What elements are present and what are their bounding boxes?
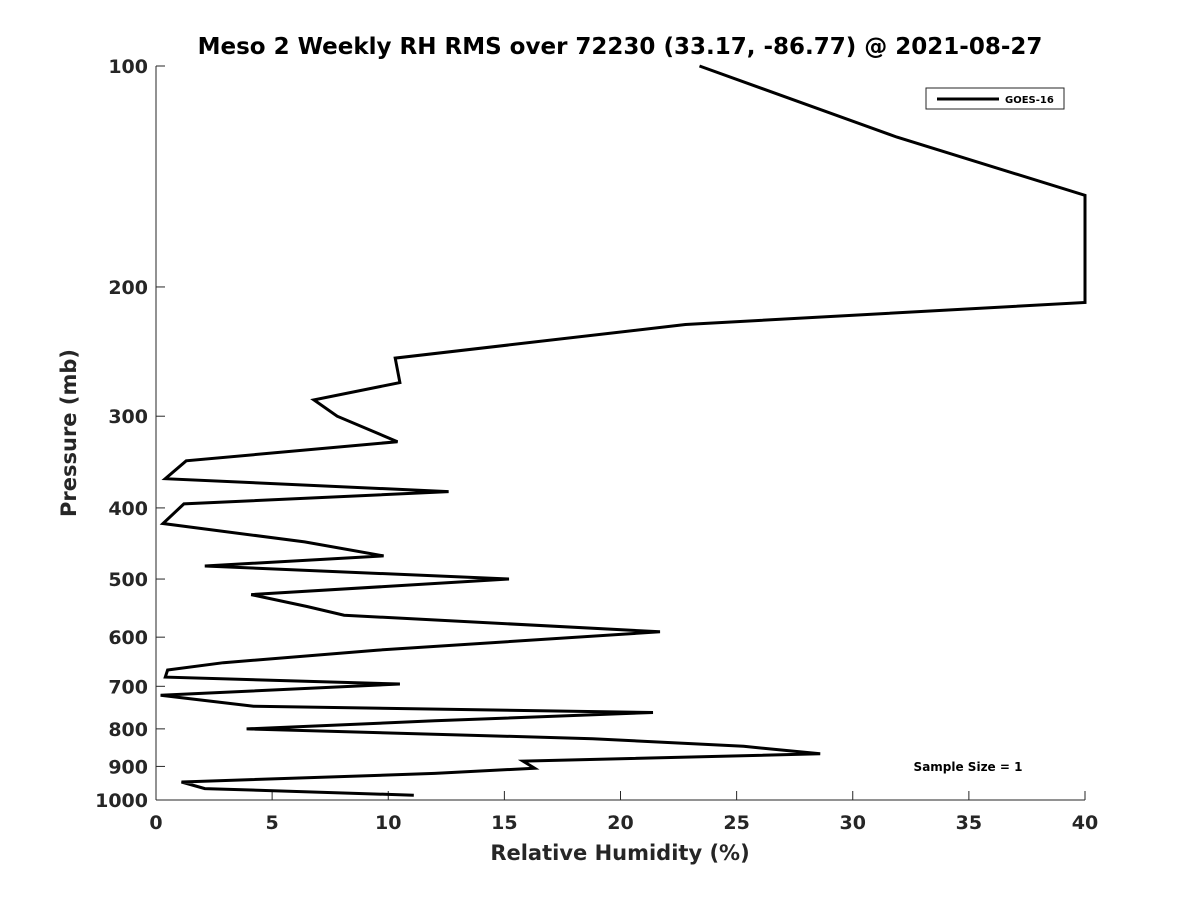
y-tick-label: 800 <box>108 719 148 741</box>
y-tick-label: 500 <box>108 569 148 591</box>
x-tick-label: 0 <box>149 812 162 834</box>
y-tick-label: 1000 <box>95 790 148 812</box>
x-tick-label: 30 <box>840 812 866 834</box>
y-tick-label: 200 <box>108 277 148 299</box>
series-line-goes-16 <box>159 64 1087 797</box>
y-tick-label: 100 <box>108 56 148 78</box>
y-tick-label: 400 <box>108 498 148 520</box>
y-tick-label: 300 <box>108 406 148 428</box>
x-tick-label: 5 <box>266 812 279 834</box>
y-tick-label: 900 <box>108 756 148 778</box>
x-axis-label: Relative Humidity (%) <box>490 841 749 865</box>
x-tick-label: 20 <box>607 812 633 834</box>
y-axis-label: Pressure (mb) <box>57 349 81 517</box>
x-tick-label: 15 <box>491 812 517 834</box>
y-tick-label: 600 <box>108 627 148 649</box>
series-layer <box>159 64 1087 797</box>
legend-entry-goes-16: GOES-16 <box>1005 95 1054 106</box>
y-tick-label: 700 <box>108 676 148 698</box>
x-tick-label: 35 <box>956 812 982 834</box>
x-tick-label: 10 <box>375 812 401 834</box>
chart-title: Meso 2 Weekly RH RMS over 72230 (33.17, … <box>198 34 1043 60</box>
x-tick-label: 40 <box>1072 812 1098 834</box>
sample-size-annotation: Sample Size = 1 <box>914 760 1023 774</box>
legend: GOES-16 <box>925 87 1065 110</box>
x-tick-label: 25 <box>723 812 749 834</box>
x-axis-ticks: 0 5 10 15 20 25 30 35 40 <box>149 791 1098 834</box>
y-axis-ticks: 100 200 300 400 500 600 700 800 900 1000 <box>95 56 165 812</box>
